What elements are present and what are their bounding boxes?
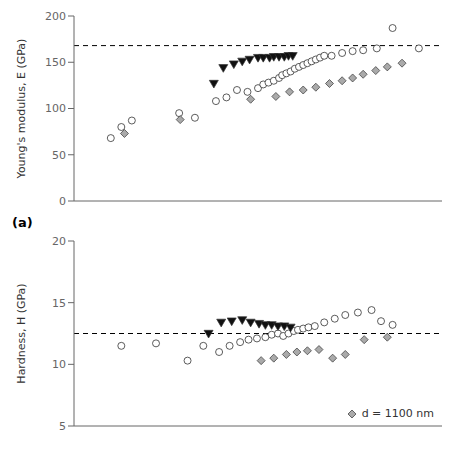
svg-text:100: 100: [45, 102, 66, 115]
svg-text:50: 50: [52, 149, 66, 162]
svg-text:5: 5: [59, 420, 66, 433]
svg-text:15: 15: [52, 297, 66, 310]
svg-text:20: 20: [52, 235, 66, 248]
html-text:d = 1100 nm: d = 1100 nm: [361, 407, 434, 420]
svg-text:200: 200: [45, 10, 66, 23]
svg-text:Hardness, H (GPa): Hardness, H (GPa): [15, 283, 28, 383]
html-text:(a): (a): [12, 215, 33, 230]
svg-text:10: 10: [52, 358, 66, 371]
svg-text:Young's modulus, E (GPa): Young's modulus, E (GPa): [15, 39, 28, 180]
svg-text:0: 0: [59, 195, 66, 208]
svg-text:150: 150: [45, 56, 66, 69]
